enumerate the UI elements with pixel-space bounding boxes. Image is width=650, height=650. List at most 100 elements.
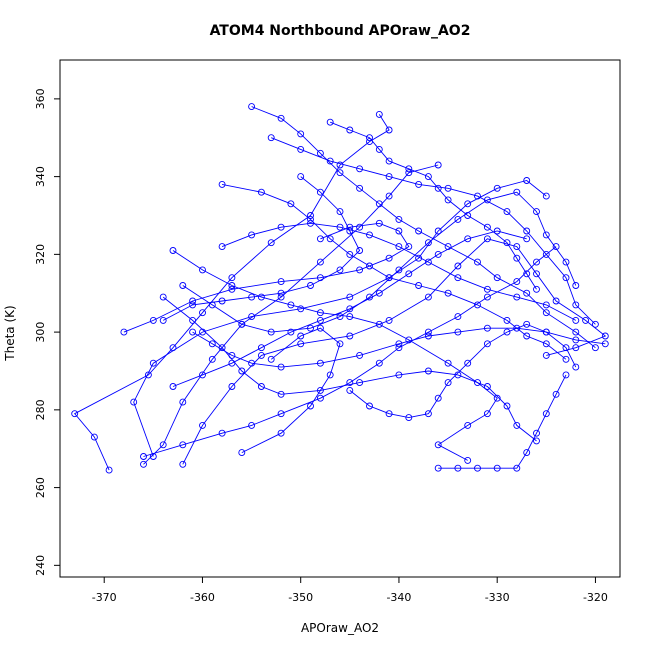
data-point (385, 274, 393, 282)
data-point (346, 313, 354, 321)
data-point (405, 169, 413, 177)
series-line (162, 296, 537, 442)
data-point (523, 270, 531, 278)
data-point (434, 227, 442, 235)
series-line (438, 374, 567, 469)
data-point (464, 212, 472, 219)
data-point (307, 215, 314, 223)
data-point (257, 293, 265, 301)
data-point (248, 421, 256, 429)
data-point (405, 243, 413, 251)
data-point (405, 165, 413, 173)
data-point (503, 328, 511, 336)
data-point (208, 355, 216, 363)
data-point (523, 332, 531, 340)
data-point (591, 344, 599, 352)
data-point (307, 219, 314, 227)
data-point (71, 410, 79, 418)
data-point (346, 250, 354, 258)
data-point (591, 320, 599, 328)
data-point (366, 231, 373, 239)
data-point (267, 355, 275, 363)
y-tick-label: 240 (34, 555, 47, 576)
data-point (523, 235, 531, 243)
data-point (464, 359, 472, 367)
series-line (143, 164, 439, 465)
data-point (385, 254, 393, 262)
data-point (533, 270, 540, 278)
data-point (493, 274, 501, 282)
y-axis-label: Theta (K) (3, 305, 17, 361)
data-point (277, 223, 285, 231)
data-point (464, 456, 472, 464)
data-point (542, 410, 550, 418)
data-point (464, 235, 472, 243)
data-point (513, 464, 521, 472)
data-point (307, 212, 314, 219)
data-point (513, 254, 521, 262)
data-point (356, 266, 364, 274)
data-point (493, 394, 501, 402)
data-point (105, 466, 113, 474)
data-point (169, 383, 177, 390)
data-point (454, 313, 462, 321)
data-point (424, 293, 432, 301)
data-point (267, 134, 275, 142)
data-point (307, 282, 314, 289)
data-point (424, 258, 432, 266)
data-point (424, 328, 432, 336)
data-point (316, 258, 324, 266)
data-point (140, 453, 147, 460)
data-point (562, 274, 570, 282)
data-point (277, 363, 285, 371)
data-point (434, 184, 442, 192)
data-point (434, 441, 442, 449)
data-point (474, 192, 481, 200)
series-1 (71, 110, 393, 474)
y-tick-label: 300 (34, 322, 47, 343)
data-point (228, 282, 236, 289)
data-point (336, 208, 344, 216)
data-point (562, 344, 570, 352)
data-point (562, 371, 570, 379)
data-point (375, 200, 383, 208)
data-point (375, 145, 383, 153)
data-point (346, 305, 354, 313)
y-axis: 240 260 280 300 320 340 360 (34, 88, 60, 576)
data-point (316, 309, 324, 317)
data-point (277, 114, 285, 122)
data-point (424, 173, 432, 181)
data-point (248, 293, 256, 301)
data-point (572, 363, 580, 371)
series-line (73, 114, 390, 471)
data-point (542, 250, 550, 258)
data-point (316, 316, 324, 324)
data-point (444, 379, 452, 387)
data-point (434, 464, 442, 472)
data-point (277, 429, 285, 437)
data-point (297, 130, 305, 138)
data-point (336, 340, 344, 348)
x-tick-label: -360 (190, 591, 215, 604)
data-point (523, 177, 531, 184)
data-point (316, 386, 324, 394)
x-tick-label: -340 (386, 591, 411, 604)
data-point (533, 258, 540, 266)
data-point (159, 293, 167, 301)
data-point (149, 316, 157, 324)
data-point (144, 371, 152, 379)
data-point (385, 126, 393, 134)
data-point (375, 359, 383, 367)
data-point (257, 383, 265, 390)
series-line (251, 106, 596, 349)
data-point (179, 398, 187, 406)
series-9 (248, 103, 599, 352)
series-line (172, 230, 527, 387)
series-line (192, 327, 606, 368)
data-point (424, 410, 432, 418)
data-point (267, 328, 275, 336)
data-point (434, 161, 442, 169)
data-point (474, 379, 481, 387)
data-point (297, 340, 305, 348)
data-point (415, 282, 423, 289)
